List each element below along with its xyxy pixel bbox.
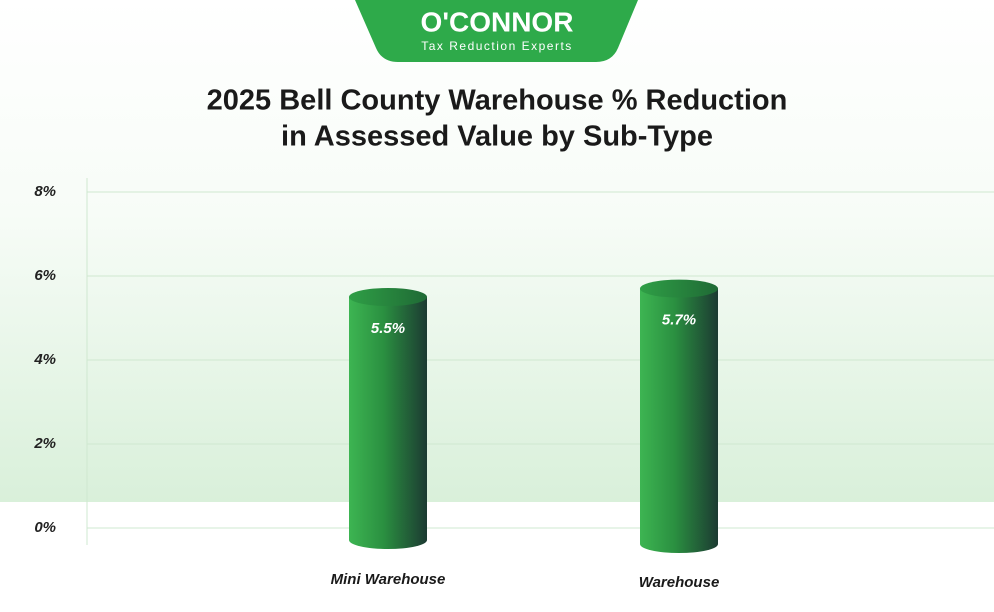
chart-title: 2025 Bell County Warehouse % Reduction (207, 85, 788, 117)
bar-cap (349, 288, 427, 306)
x-tick-label: Mini Warehouse (331, 571, 446, 588)
y-tick-label: 2% (33, 435, 56, 452)
bar (640, 288, 718, 553)
logo-badge (355, 0, 638, 62)
y-tick-label: 0% (34, 519, 56, 536)
y-tick-label: 8% (34, 183, 56, 200)
y-tick-label: 4% (33, 351, 56, 368)
value-label: 5.5% (371, 320, 405, 337)
x-tick-label: Warehouse (639, 574, 720, 591)
chart-title: in Assessed Value by Sub-Type (281, 121, 713, 153)
value-label: 5.7% (662, 312, 696, 329)
bar-cap (640, 279, 718, 298)
logo-tagline: Tax Reduction Experts (421, 39, 573, 53)
logo-name: O'CONNOR (421, 6, 574, 37)
bar (349, 297, 427, 549)
y-tick-label: 6% (34, 267, 56, 284)
